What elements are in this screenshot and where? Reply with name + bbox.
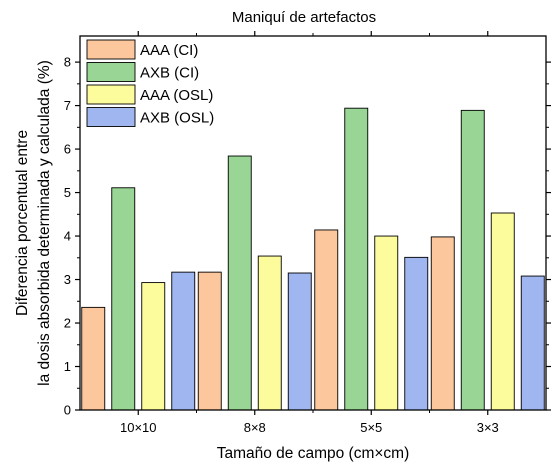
chart-title: Maniquí de artefactos xyxy=(232,9,376,26)
y-tick-label: 6 xyxy=(64,142,71,157)
bar-3-4 xyxy=(490,212,515,411)
x-tick-label: 10×10 xyxy=(120,420,157,435)
bar-3-1 xyxy=(141,282,166,411)
y-axis-label: Diferencia porcentual entre la dosis abs… xyxy=(14,60,53,386)
legend-label-1: AAA (CI) xyxy=(140,42,198,59)
bar-2-3 xyxy=(344,107,369,411)
legend-swatch-2 xyxy=(86,62,136,82)
bar-4-1 xyxy=(171,271,196,411)
bar-2-1 xyxy=(111,187,136,411)
legend-label-2: AXB (CI) xyxy=(140,65,199,82)
legend-swatch-1 xyxy=(86,39,136,60)
y-tick-label: 7 xyxy=(64,98,71,113)
bar-3-3 xyxy=(374,235,399,411)
legend-label-3: AAA (OSL) xyxy=(140,87,213,104)
bar-1-4 xyxy=(430,236,455,411)
bars-group xyxy=(81,107,545,411)
y-tick-label: 3 xyxy=(64,272,71,287)
bar-4-3 xyxy=(404,256,429,411)
y-axis-label-line-1: Diferencia porcentual entre xyxy=(14,130,31,316)
y-tick-label: 2 xyxy=(64,316,71,331)
bar-3-2 xyxy=(257,255,282,411)
legend-label-4: AXB (OSL) xyxy=(140,110,214,127)
legend: AAA (CI) AXB (CI) AAA (OSL) AXB (OSL) xyxy=(86,39,214,127)
y-tick-label: 4 xyxy=(64,229,71,244)
bar-2-2 xyxy=(227,155,252,411)
y-tick-label: 0 xyxy=(64,403,71,418)
legend-swatch-4 xyxy=(86,107,136,127)
x-axis-label: Tamaño de campo (cm×cm) xyxy=(217,445,410,462)
bar-4-4 xyxy=(520,275,545,411)
bar-1-2 xyxy=(197,271,222,411)
y-axis: 0 1 2 3 4 5 6 7 8 xyxy=(64,55,551,418)
plot-area: 0 1 2 3 4 5 6 7 8 10×10 8×8 5×5 3×3 xyxy=(64,31,551,435)
bar-1-1 xyxy=(81,306,106,411)
x-tick-label: 8×8 xyxy=(244,420,266,435)
bar-4-2 xyxy=(287,272,312,411)
x-tick-label: 3×3 xyxy=(477,420,499,435)
bar-1-3 xyxy=(314,229,339,411)
y-tick-label: 8 xyxy=(64,55,71,70)
y-axis-label-line-2: la dosis absorbida determinada y calcula… xyxy=(36,60,53,386)
legend-swatch-3 xyxy=(86,84,136,105)
y-tick-label: 5 xyxy=(64,185,71,200)
bar-2-4 xyxy=(460,109,485,411)
y-tick-label: 1 xyxy=(64,359,71,374)
x-tick-label: 5×5 xyxy=(360,420,382,435)
x-axis: 10×10 8×8 5×5 3×3 xyxy=(120,31,499,435)
